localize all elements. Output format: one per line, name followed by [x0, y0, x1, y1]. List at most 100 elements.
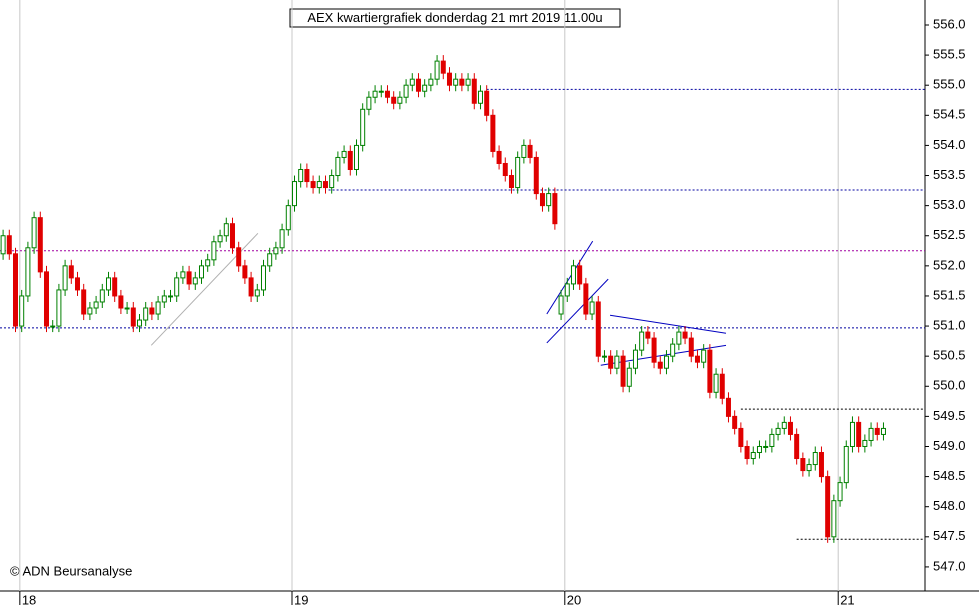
candle-body — [825, 476, 831, 538]
annotation-line — [609, 314, 727, 334]
candle-body — [583, 283, 589, 315]
candle-body — [422, 84, 428, 92]
candle-body — [130, 307, 136, 327]
candle-body — [105, 277, 111, 291]
candle-body — [676, 331, 682, 345]
copyright: © ADN Beursanalyse — [10, 563, 132, 578]
candle-body — [794, 433, 800, 460]
x-tick-label: 19 — [294, 592, 308, 607]
y-tick-label: 553.5 — [933, 167, 966, 182]
y-tick-label: 548.0 — [933, 498, 966, 513]
candle-body — [539, 193, 545, 207]
candle-body — [155, 301, 161, 315]
annotation-line — [546, 278, 609, 344]
candle-body — [608, 355, 614, 369]
chart-title: AEX kwartiergrafiek donderdag 21 mrt 201… — [307, 10, 602, 25]
y-tick-label: 550.5 — [933, 348, 966, 363]
candle-body — [186, 271, 192, 285]
x-tick-label: 18 — [22, 592, 36, 607]
candle-body — [93, 301, 99, 309]
candle-body — [279, 229, 285, 249]
candle-body — [527, 144, 533, 158]
candle-body — [521, 144, 527, 158]
candle-body — [378, 90, 384, 93]
candle-body — [632, 349, 638, 369]
candle-body — [304, 169, 310, 183]
candle-body — [818, 452, 824, 478]
candle-body — [25, 247, 31, 297]
candle-body — [496, 150, 502, 164]
candle-body — [446, 72, 452, 86]
candle-body — [242, 265, 248, 279]
candle-body — [453, 78, 459, 86]
candle-body — [508, 175, 514, 189]
candle-body — [837, 482, 843, 502]
candle-body — [440, 60, 446, 74]
candle-body — [484, 90, 490, 116]
candle-body — [74, 277, 80, 291]
candle-body — [614, 355, 620, 369]
candle-body — [316, 181, 322, 189]
candle-body — [713, 373, 719, 393]
candle-body — [663, 355, 669, 369]
candle-body — [682, 331, 688, 339]
candle-body — [87, 307, 93, 315]
candle-body — [490, 114, 496, 152]
candle-body — [372, 90, 378, 98]
candle-body — [37, 217, 43, 273]
candle-body — [428, 78, 434, 86]
candle-body — [849, 421, 855, 447]
candle-body — [800, 458, 806, 472]
y-tick-label: 547.0 — [933, 558, 966, 573]
candle-body — [626, 367, 632, 387]
candle-body — [812, 452, 818, 466]
candle-body — [366, 96, 372, 110]
candle-body — [12, 253, 18, 327]
candle-body — [874, 427, 880, 435]
candle-body — [434, 60, 440, 80]
candle-body — [267, 253, 273, 267]
y-tick-label: 547.5 — [933, 528, 966, 543]
candle-body — [205, 259, 211, 267]
candle-body — [322, 181, 328, 189]
candle-body — [552, 193, 558, 225]
candle-body — [701, 349, 707, 363]
candle-body — [781, 421, 787, 429]
candle-body — [50, 325, 56, 328]
candle-body — [744, 445, 750, 460]
candle-body — [391, 96, 397, 104]
y-tick-label: 548.5 — [933, 468, 966, 483]
candle-body — [248, 277, 254, 297]
candle-body — [360, 108, 366, 146]
y-tick-label: 549.0 — [933, 438, 966, 453]
candle-body — [291, 181, 297, 207]
candle-body — [806, 464, 812, 472]
title-box — [289, 8, 621, 28]
candle-body — [459, 78, 465, 86]
candle-body — [856, 421, 862, 447]
candle-body — [589, 301, 595, 315]
candle-body — [112, 277, 118, 297]
candle-body — [285, 205, 291, 231]
y-tick-label: 549.5 — [933, 408, 966, 423]
y-tick-label: 551.0 — [933, 317, 966, 332]
y-tick-label: 552.0 — [933, 257, 966, 272]
candle-body — [260, 265, 266, 291]
candle-body — [750, 452, 756, 460]
candle-body — [236, 247, 242, 267]
candle-body — [577, 265, 583, 285]
candle-body — [719, 373, 725, 399]
y-tick-label: 556.0 — [933, 16, 966, 31]
candle-body — [868, 427, 874, 441]
candle-body — [335, 156, 341, 177]
annotation-line — [546, 240, 594, 315]
candle-body — [68, 265, 74, 279]
candle-body — [0, 235, 6, 255]
candle-body — [639, 331, 645, 351]
candle-body — [564, 283, 570, 297]
candle-body — [174, 277, 180, 297]
candle-body — [843, 445, 849, 484]
candle-body — [31, 217, 37, 249]
